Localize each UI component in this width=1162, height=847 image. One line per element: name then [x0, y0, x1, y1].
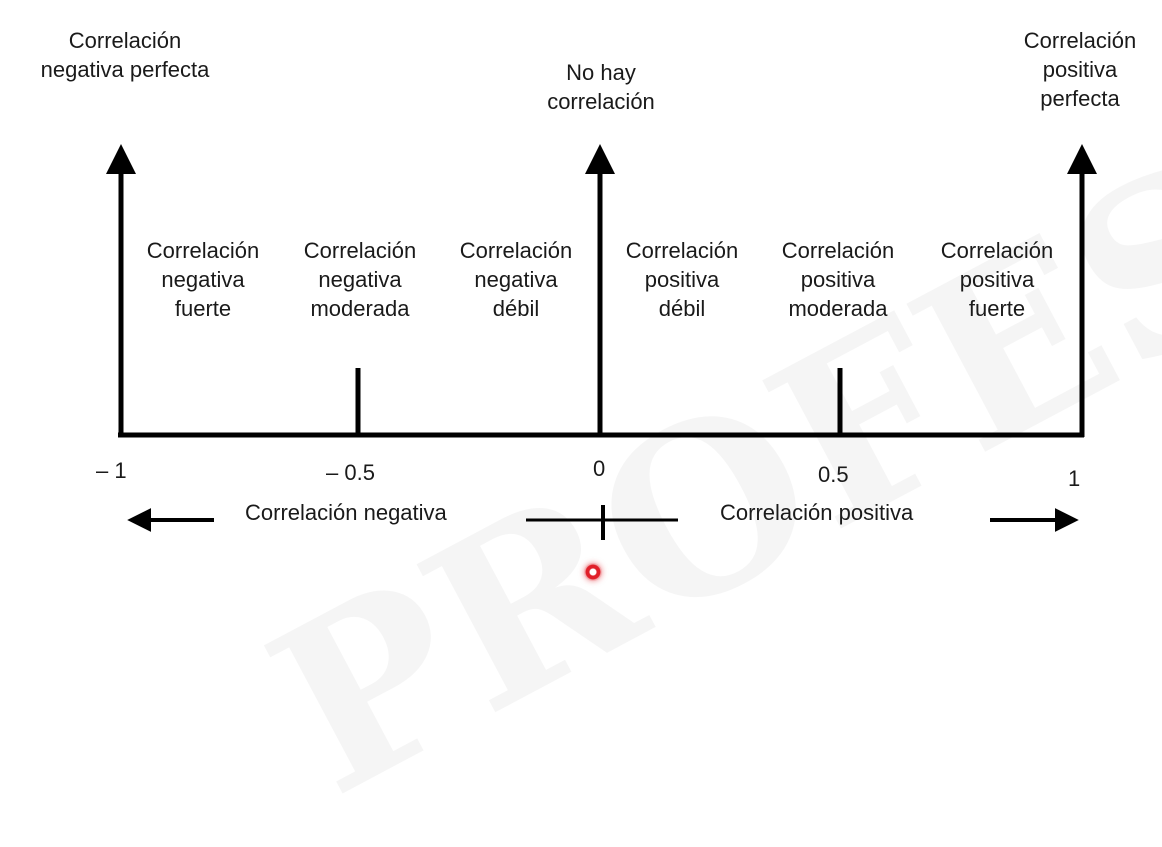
- correlation-scale-diagram: PROFESOR Correlación negativa perfecta N…: [40, 28, 1137, 581]
- tick-label-minus-half: – 0.5: [326, 460, 375, 485]
- label-negative-weak: Correlación negativa débil: [459, 238, 573, 321]
- negative-direction-label: Correlación negativa: [245, 500, 447, 525]
- label-positive-weak: Correlación positiva débil: [625, 238, 739, 321]
- label-positive-strong: Correlación positiva fuerte: [940, 238, 1054, 321]
- axes-drawing: [106, 144, 1097, 540]
- label-positive-moderate: Correlación positiva moderada: [781, 238, 895, 321]
- label-negative-moderate: Correlación negativa moderada: [303, 238, 417, 321]
- pointer-cursor-indicator: [584, 563, 602, 581]
- positive-direction-label: Correlación positiva: [720, 500, 914, 525]
- label-negative-perfect: Correlación negativa perfecta: [40, 28, 210, 82]
- tick-label-half: 0.5: [818, 462, 849, 487]
- label-negative-strong: Correlación negativa fuerte: [146, 238, 260, 321]
- tick-label-minus-one: – 1: [96, 458, 127, 483]
- label-no-correlation: No hay correlación: [547, 60, 655, 114]
- tick-label-zero: 0: [593, 456, 606, 481]
- label-positive-perfect: Correlación positiva perfecta: [1023, 28, 1137, 111]
- tick-label-one: 1: [1068, 466, 1081, 491]
